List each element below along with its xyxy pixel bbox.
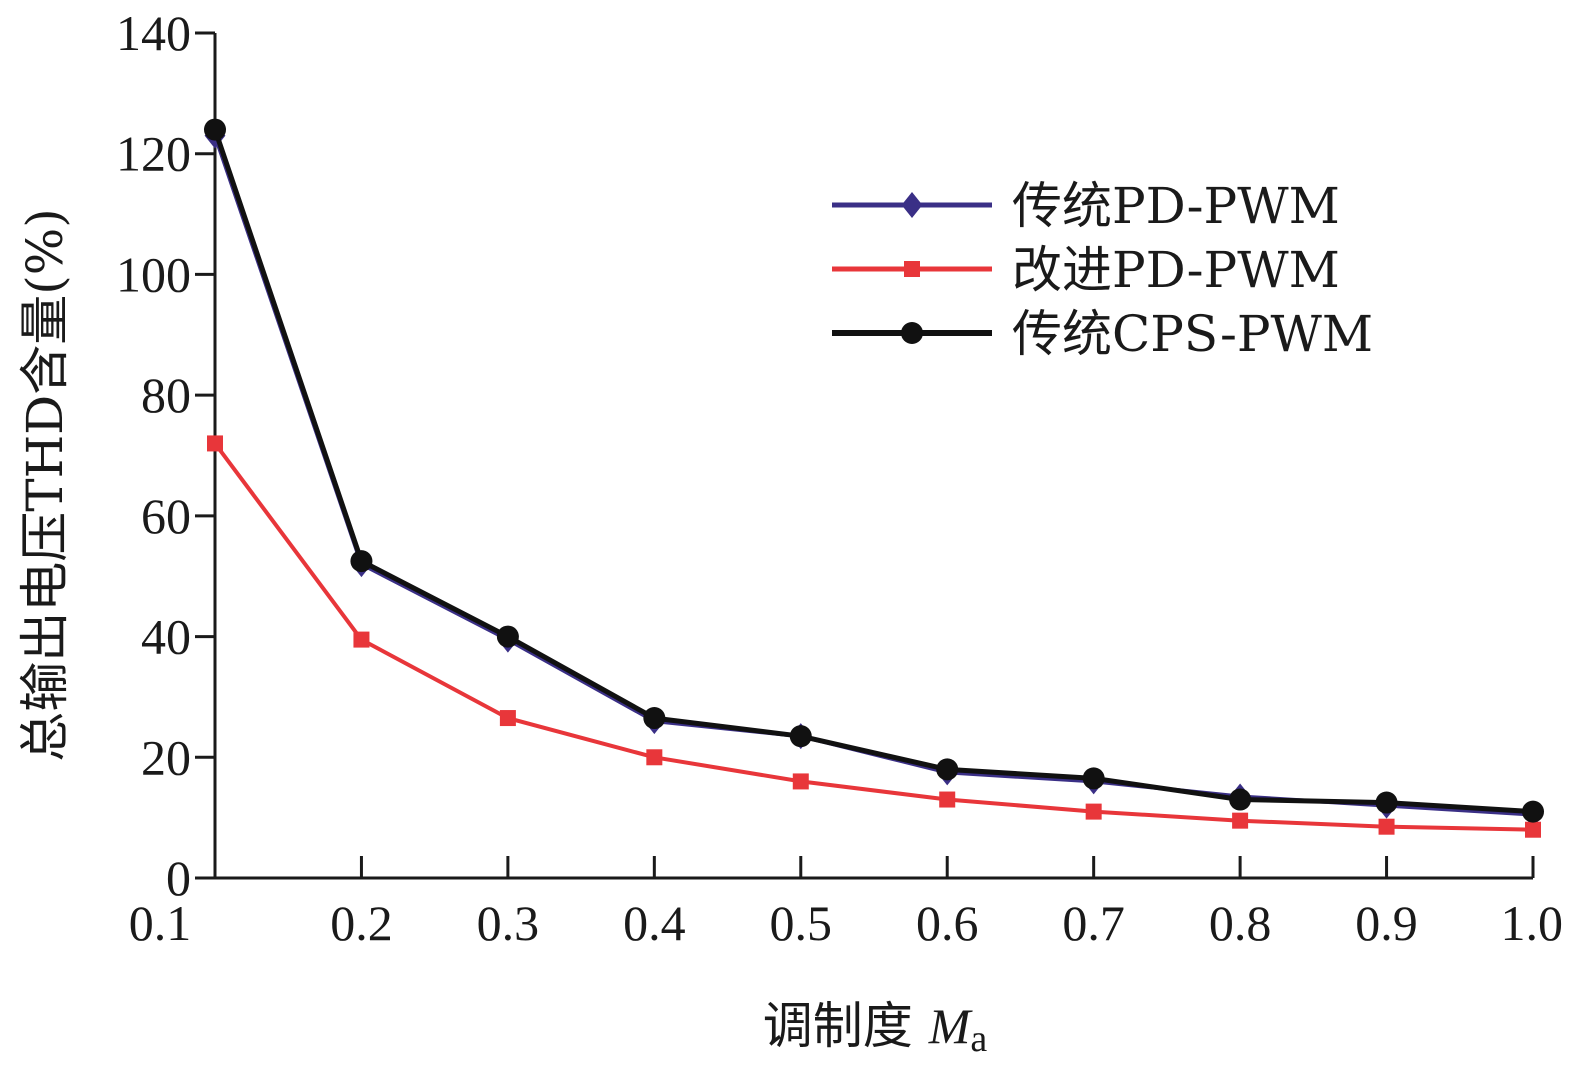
- x-tick-label: 0.1: [129, 895, 192, 951]
- y-tick-label: 60: [141, 488, 191, 544]
- y-tick-label: 140: [116, 5, 191, 61]
- legend-marker: [904, 261, 920, 277]
- legend-item: 传统CPS-PWM: [832, 305, 1373, 363]
- y-tick-label: 120: [116, 126, 191, 182]
- legend-label: 传统PD-PWM: [1012, 177, 1340, 235]
- data-point: [1232, 812, 1249, 829]
- x-tick-label: 0.2: [330, 895, 393, 951]
- data-point: [1085, 803, 1102, 820]
- legend-marker: [901, 322, 923, 344]
- data-point: [353, 631, 370, 648]
- y-tick-label: 40: [141, 609, 191, 665]
- series-line: [212, 128, 1534, 815]
- legend-label: 传统CPS-PWM: [1012, 305, 1373, 363]
- series-2: [204, 118, 1544, 823]
- data-point: [792, 773, 809, 790]
- x-axis-title-subscript: a: [970, 1018, 987, 1060]
- series-layer: [204, 118, 1544, 838]
- series-1: [207, 435, 1541, 838]
- data-point: [499, 710, 516, 727]
- y-tick-label: 80: [141, 367, 191, 423]
- data-point: [643, 707, 666, 730]
- x-tick-label: 0.9: [1355, 895, 1418, 951]
- y-tick-label: 100: [116, 246, 191, 302]
- data-point: [1229, 788, 1252, 811]
- data-point: [939, 791, 956, 808]
- x-tick-label: 0.3: [477, 895, 540, 951]
- data-point: [1522, 800, 1544, 823]
- x-tick-label: 1.0: [1501, 895, 1564, 951]
- series-line: [213, 442, 1534, 832]
- data-point: [1378, 818, 1395, 835]
- series-line: [213, 134, 1534, 817]
- x-axis-title-italic: M: [928, 998, 973, 1054]
- data-point: [1375, 791, 1398, 814]
- x-ticks: 0.1 0.2 0.3 0.4 0.5 0.6 0.7 0.8 0.9 1.0: [129, 856, 1563, 951]
- y-tick-label: 0: [166, 850, 191, 906]
- y-ticks: 0 20 40 60 80 100 120 140: [116, 5, 215, 906]
- x-tick-label: 0.4: [623, 895, 686, 951]
- data-point: [207, 435, 223, 452]
- legend-item: 改进PD-PWM: [832, 241, 1340, 299]
- data-point: [789, 725, 812, 748]
- legend: 传统PD-PWM 改进PD-PWM 传统CPS-PWM: [832, 177, 1373, 363]
- x-tick-label: 0.7: [1062, 895, 1125, 951]
- axes: [213, 33, 1533, 880]
- y-tick-label: 20: [141, 729, 191, 785]
- y-axis-title: 总输出电压THD含量(%): [16, 208, 74, 762]
- data-point: [204, 118, 226, 141]
- data-point: [646, 749, 663, 766]
- legend-label: 改进PD-PWM: [1012, 241, 1340, 299]
- x-tick-label: 0.5: [770, 895, 833, 951]
- data-point: [936, 758, 959, 781]
- data-point: [1082, 767, 1105, 790]
- legend-marker: [901, 192, 923, 218]
- x-tick-label: 0.6: [916, 895, 979, 951]
- legend-item: 传统PD-PWM: [832, 177, 1340, 235]
- x-tick-label: 0.8: [1209, 895, 1272, 951]
- data-point: [496, 625, 519, 648]
- data-point: [1525, 821, 1541, 838]
- data-point: [350, 550, 373, 573]
- series-0: [204, 122, 1544, 828]
- x-axis-title: 调制度 Ma: [763, 997, 988, 1060]
